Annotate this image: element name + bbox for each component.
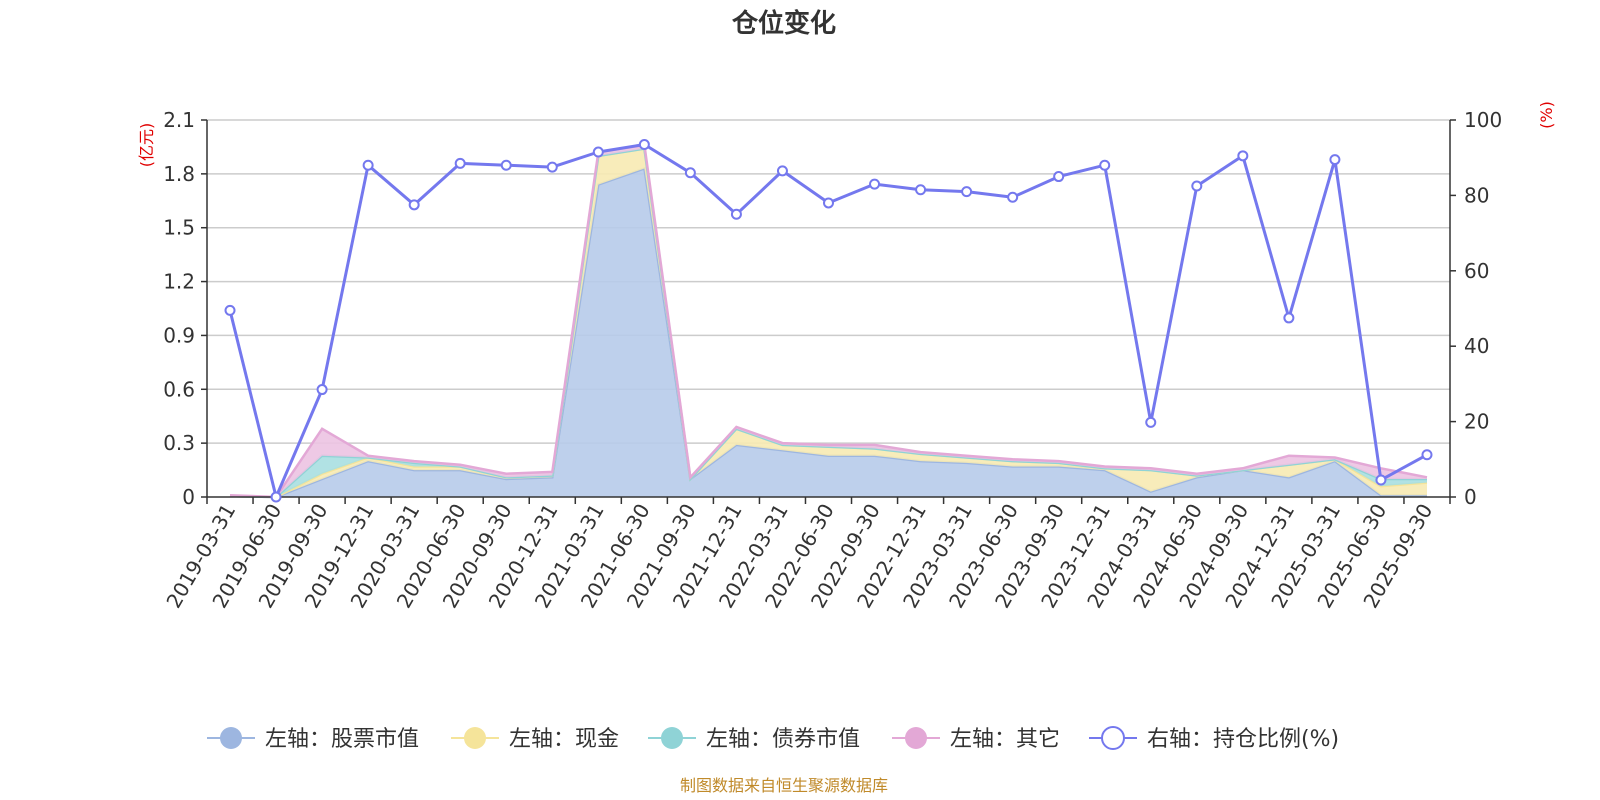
ratio-point	[362, 159, 374, 171]
right-tick-label: 0	[1464, 485, 1477, 509]
position-ratio-line	[224, 139, 1433, 503]
data-source-note: 制图数据来自恒生聚源数据库	[680, 776, 888, 795]
ratio-point	[454, 157, 466, 169]
ratio-point	[1375, 474, 1387, 486]
legend-label: 左轴：债券市值	[706, 727, 860, 752]
ratio-point	[224, 304, 236, 316]
area-outline	[229, 143, 1428, 499]
ratio-point	[1237, 150, 1249, 162]
legend-item: 左轴：债券市值	[648, 727, 860, 752]
legend-marker-icon	[1101, 726, 1125, 750]
ratio-point	[1283, 312, 1295, 324]
legend-label: 左轴：股票市值	[265, 727, 419, 752]
ratio-point	[408, 199, 420, 211]
ratio-point	[730, 208, 742, 220]
ratio-point	[915, 184, 927, 196]
ratio-point	[1145, 416, 1157, 428]
right-tick-label: 20	[1464, 410, 1489, 434]
area-左轴：债券市值	[230, 148, 1427, 497]
right-tick-label: 100	[1464, 108, 1502, 132]
legend-item: 左轴：现金	[451, 727, 619, 752]
left-tick-label: 0.3	[163, 431, 195, 455]
right-axis-unit: (%)	[1537, 101, 1556, 129]
left-tick-label: 0.6	[163, 377, 195, 401]
ratio-point	[1053, 171, 1065, 183]
stacked-areas	[229, 143, 1428, 499]
right-tick-label: 80	[1464, 183, 1489, 207]
left-axis-unit: (亿元)	[137, 123, 156, 168]
ratio-point	[869, 178, 881, 190]
legend-marker-icon	[464, 727, 486, 749]
ratio-point	[546, 161, 558, 173]
ratio-point	[776, 165, 788, 177]
right-tick-label: 40	[1464, 334, 1489, 358]
right-tick-label: 60	[1464, 259, 1489, 283]
ratio-point	[1099, 159, 1111, 171]
legend-item: 右轴：持仓比例(%)	[1089, 726, 1339, 752]
axes: 00.30.60.91.21.51.82.10204060801002019-0…	[161, 108, 1502, 612]
legend-label: 左轴：其它	[950, 727, 1060, 752]
legend-item: 左轴：股票市值	[207, 727, 419, 752]
grid-lines	[207, 119, 1450, 444]
ratio-point	[823, 197, 834, 209]
ratio-point	[638, 139, 650, 151]
ratio-point	[961, 186, 973, 198]
chart-title: 仓位变化	[731, 8, 836, 39]
area-左轴：其它	[230, 145, 1427, 497]
legend-marker-icon	[661, 727, 683, 749]
legend-item: 左轴：其它	[892, 727, 1060, 752]
ratio-point	[592, 146, 604, 158]
legend-label: 左轴：现金	[509, 727, 619, 752]
legend: 左轴：股票市值 左轴：现金 左轴：债券市值 左轴：其它 右轴：持仓比例(%)	[207, 726, 1339, 752]
ratio-point	[1007, 191, 1019, 203]
ratio-point	[684, 167, 696, 179]
ratio-point	[1191, 180, 1203, 192]
left-tick-label: 1.5	[163, 216, 195, 240]
legend-marker-icon	[220, 727, 242, 749]
ratio-point	[270, 491, 282, 503]
left-tick-label: 1.2	[163, 270, 195, 294]
left-tick-label: 0.9	[163, 323, 195, 347]
legend-marker-icon	[905, 727, 927, 749]
ratio-point	[1329, 154, 1341, 166]
left-tick-label: 1.8	[163, 162, 195, 186]
left-tick-label: 2.1	[163, 108, 195, 132]
legend-label: 右轴：持仓比例(%)	[1147, 727, 1339, 752]
left-tick-label: 0	[182, 485, 195, 509]
ratio-point	[1421, 449, 1433, 461]
ratio-point	[316, 384, 328, 396]
ratio-point	[500, 159, 512, 171]
